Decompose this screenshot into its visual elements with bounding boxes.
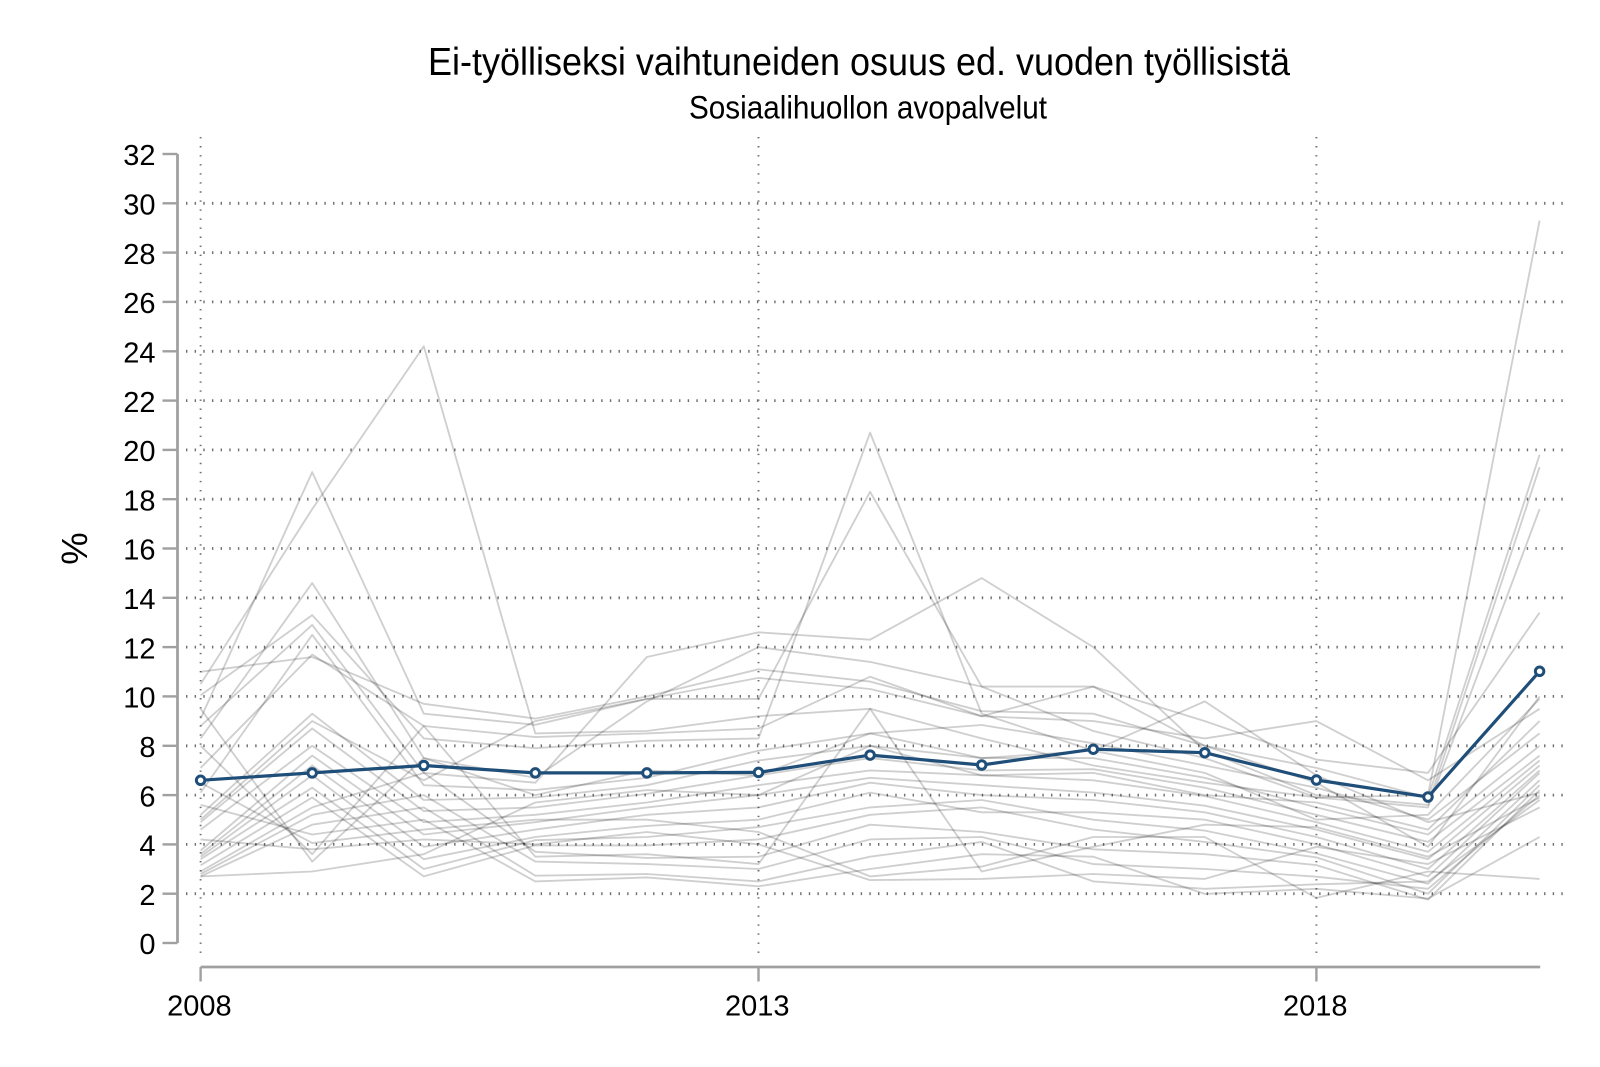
svg-text:14: 14: [123, 584, 155, 616]
svg-text:24: 24: [123, 338, 155, 370]
svg-text:20: 20: [123, 436, 155, 468]
svg-text:%: %: [54, 532, 95, 564]
svg-text:2008: 2008: [167, 991, 232, 1023]
svg-text:32: 32: [123, 140, 155, 172]
svg-text:Ei-työlliseksi vaihtuneiden os: Ei-työlliseksi vaihtuneiden osuus ed. vu…: [428, 41, 1291, 84]
svg-text:16: 16: [123, 535, 155, 567]
svg-text:18: 18: [123, 485, 155, 517]
svg-text:4: 4: [139, 831, 155, 863]
svg-text:30: 30: [123, 190, 155, 222]
svg-text:8: 8: [139, 732, 155, 764]
svg-text:28: 28: [123, 239, 155, 271]
svg-text:26: 26: [123, 288, 155, 320]
svg-text:Sosiaalihuollon avopalvelut: Sosiaalihuollon avopalvelut: [689, 90, 1047, 126]
svg-text:12: 12: [123, 633, 155, 665]
svg-text:0: 0: [139, 929, 155, 961]
svg-text:22: 22: [123, 387, 155, 419]
svg-text:2013: 2013: [725, 991, 790, 1023]
svg-text:10: 10: [123, 683, 155, 715]
svg-text:2018: 2018: [1283, 991, 1348, 1023]
svg-text:2: 2: [139, 880, 155, 912]
svg-text:6: 6: [139, 781, 155, 813]
